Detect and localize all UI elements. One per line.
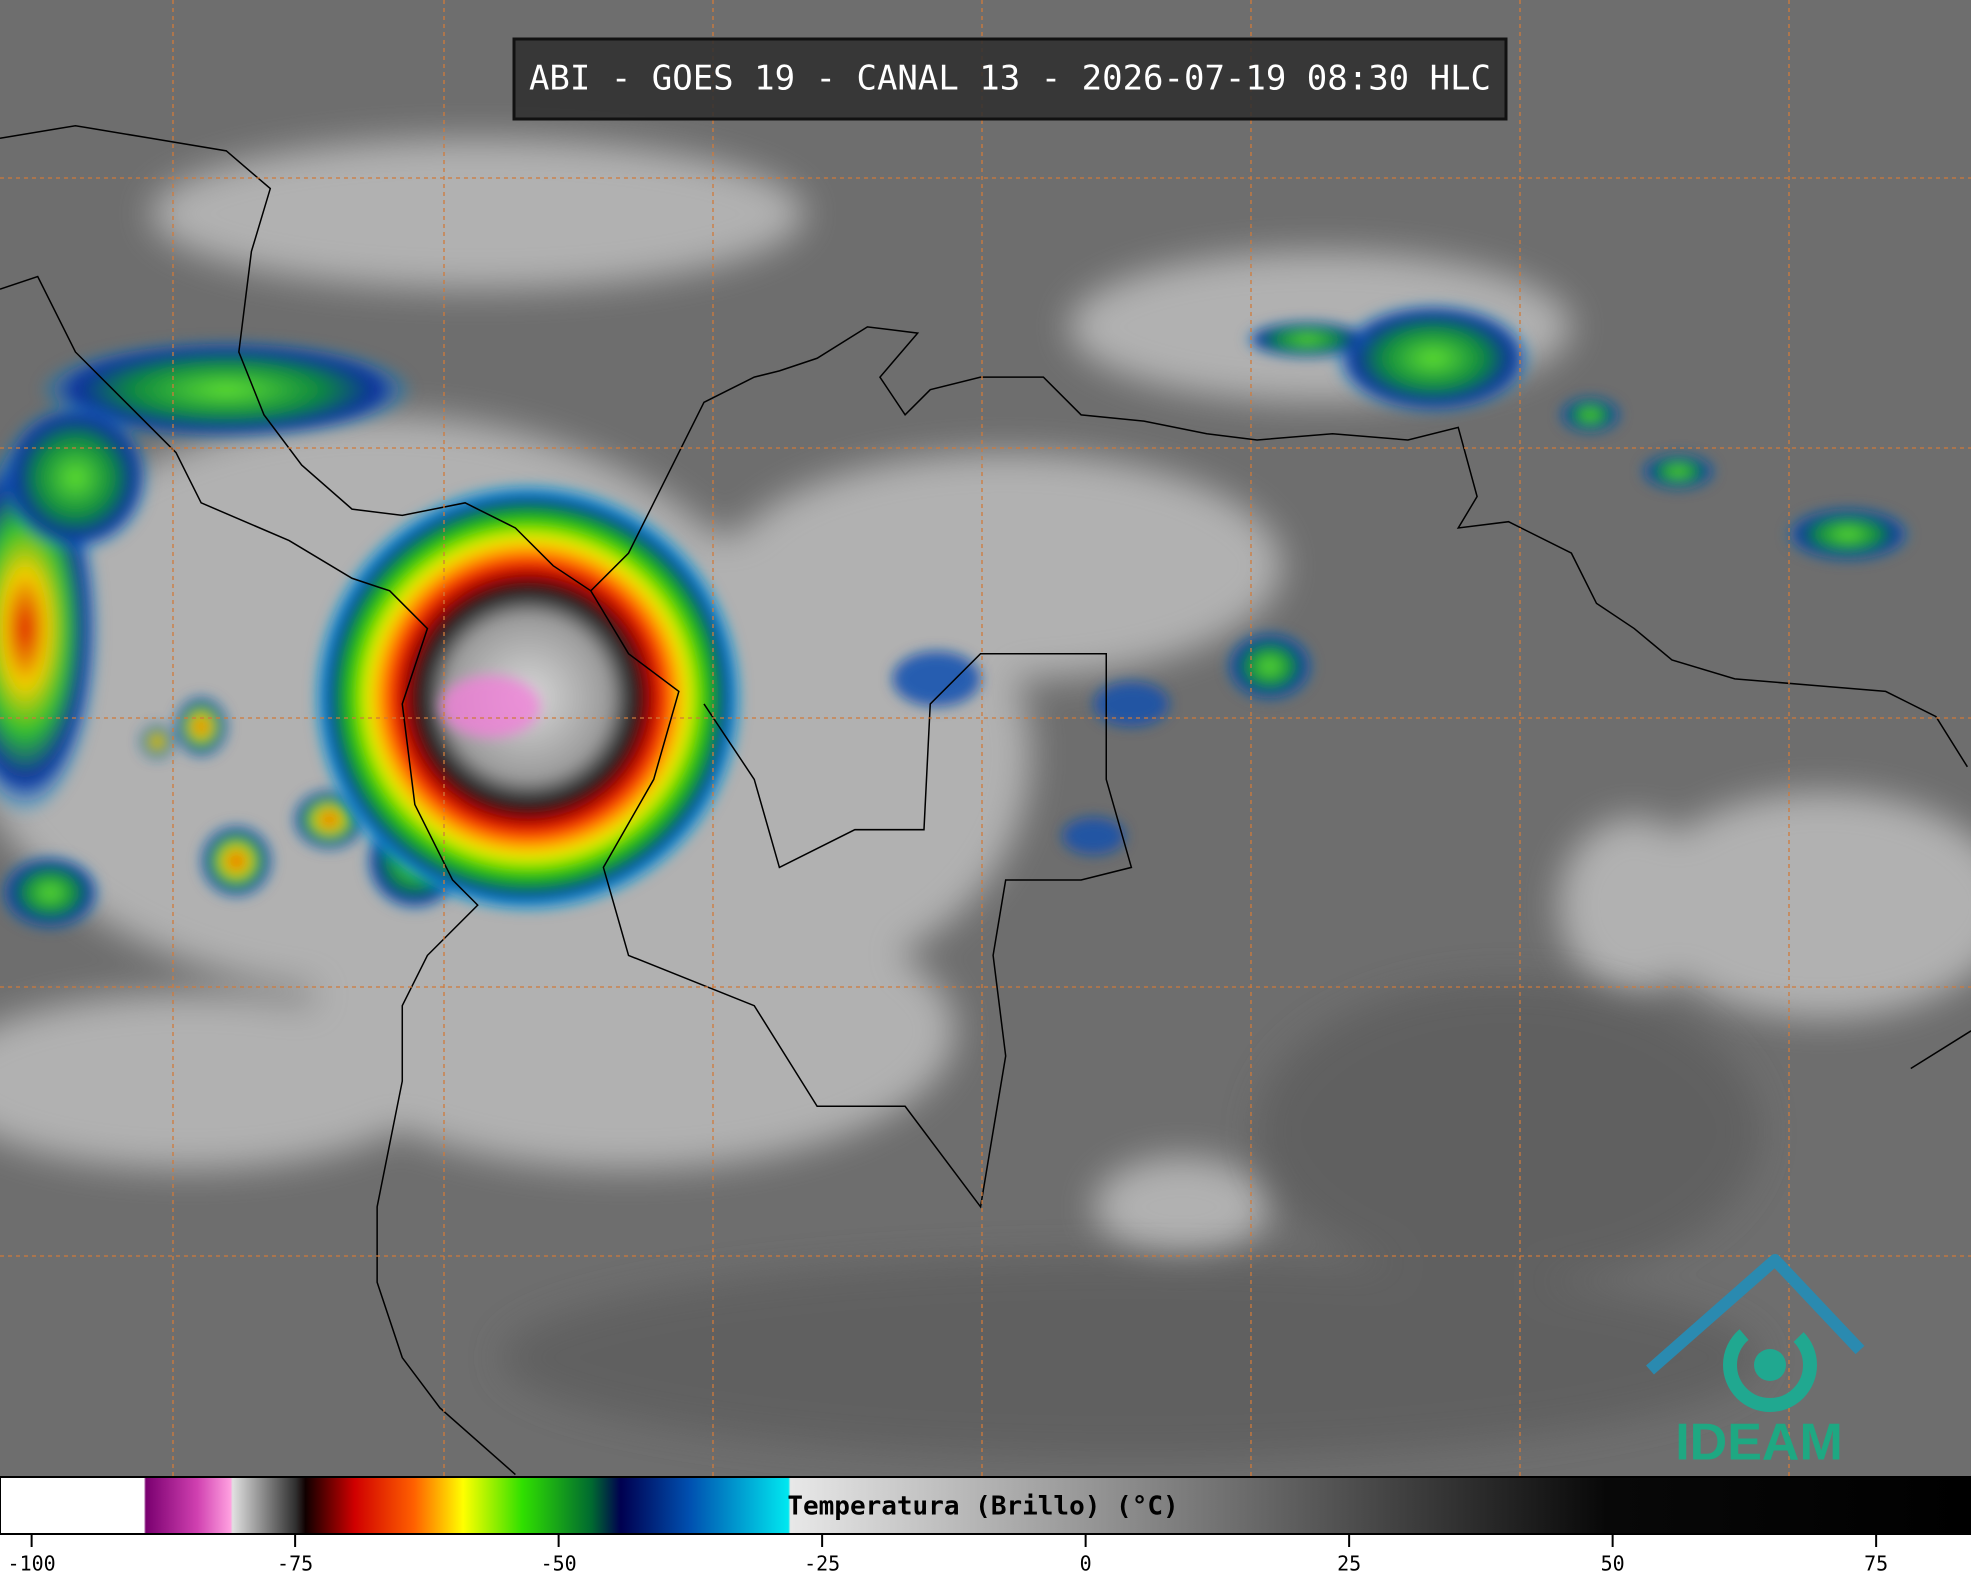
tick-label: 25 [1337,1552,1361,1576]
tick-label: 0 [1080,1552,1092,1576]
logo: IDEAM [1646,1254,1865,1472]
satellite-image [0,0,1971,1476]
tick-label: 50 [1601,1552,1625,1576]
colorbar-label: Temperatura (Brillo) (°C) [787,1492,1178,1522]
logo-text: IDEAM [1675,1414,1843,1472]
title: ABI - GOES 19 - CANAL 13 - 2026-07-19 08… [529,59,1491,99]
title-box: ABI - GOES 19 - CANAL 13 - 2026-07-19 08… [512,37,1508,121]
colorbar: Temperatura (Brillo) (°C) -100 -75 -50 -25 0… [0,1476,1971,1576]
graticule [0,0,1971,1476]
tick-label: -100 [8,1552,56,1576]
tick-label: 75 [1864,1552,1888,1576]
tick-label: -25 [804,1552,840,1576]
colorbar-gradient [0,1476,1971,1535]
tick-label: -50 [541,1552,577,1576]
tick-label: -75 [277,1552,313,1576]
clouds [0,138,1971,1459]
coastlines [0,124,1971,1476]
